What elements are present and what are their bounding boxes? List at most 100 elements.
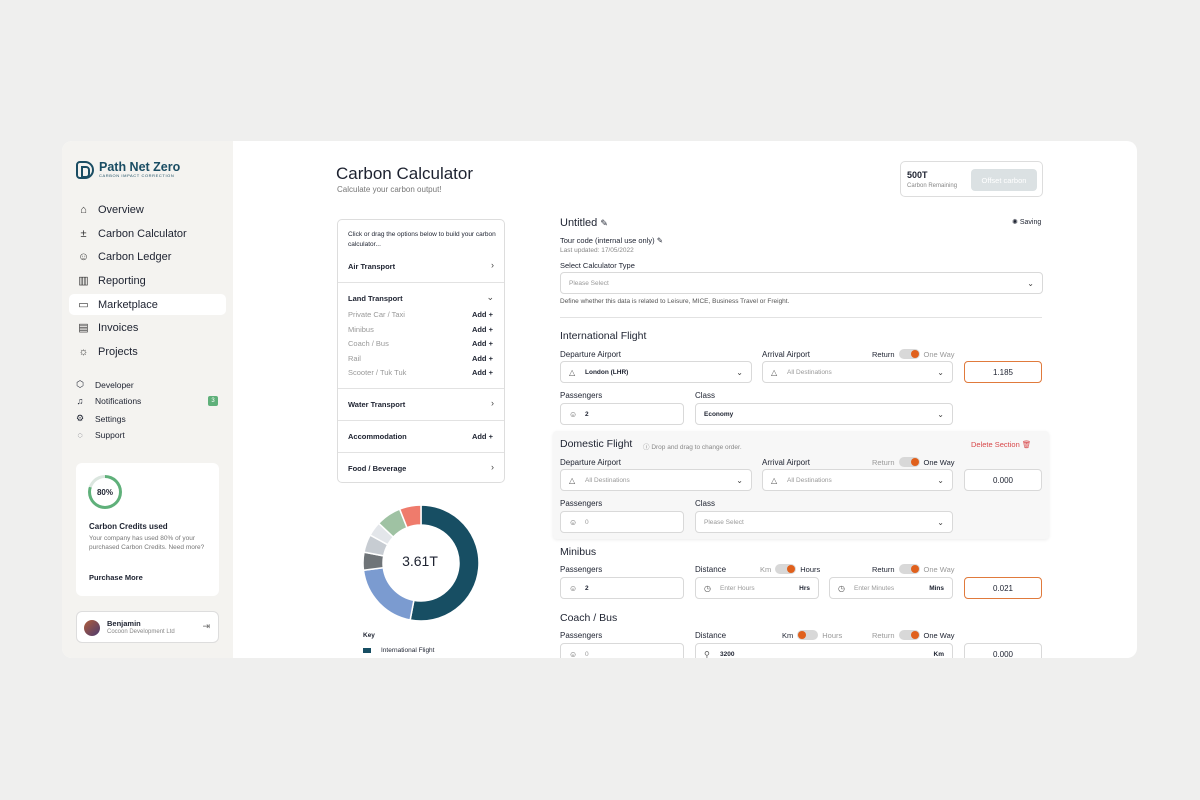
- nav-overview[interactable]: ⌂ Overview: [69, 199, 226, 220]
- mins-unit: Mins: [929, 584, 944, 592]
- intl-passengers-input[interactable]: ☺ 2: [560, 403, 684, 425]
- add-scooter-button[interactable]: Add +: [471, 368, 493, 377]
- toggle-switch[interactable]: [775, 564, 797, 574]
- chevron-right-icon[interactable]: ›: [491, 462, 494, 472]
- one-way-label: One Way: [923, 564, 955, 574]
- marketplace-icon: ▭: [78, 299, 89, 311]
- minibus-minutes-input[interactable]: ◷ Enter Minutes Mins: [829, 577, 953, 599]
- arrival-label: Arrival Airport: [762, 350, 811, 359]
- add-private-car-button[interactable]: Add +: [471, 310, 493, 319]
- key-label: International Flight: [381, 647, 435, 654]
- option-food-beverage[interactable]: Food / Beverage: [348, 464, 407, 473]
- calculator-type-help: Define whether this data is related to L…: [560, 298, 790, 305]
- hours-label: Hours: [822, 630, 843, 640]
- spinner-icon: ✺: [1012, 219, 1018, 226]
- notification-badge: 3: [208, 396, 218, 406]
- chevron-down-icon: ⌄: [937, 517, 944, 527]
- minibus-unit-toggle[interactable]: Km Hours: [760, 564, 820, 574]
- domestic-arrival-select[interactable]: △ All Destinations ⌄: [762, 469, 953, 491]
- coach-distance-input[interactable]: ⚲ 3200 Km: [695, 643, 953, 658]
- coach-unit-toggle[interactable]: Km Hours: [782, 630, 842, 640]
- chevron-down-icon: ⌄: [937, 367, 944, 377]
- add-coach-button[interactable]: Add +: [471, 339, 493, 348]
- domestic-trip-toggle[interactable]: Return One Way: [872, 457, 955, 467]
- add-rail-button[interactable]: Add +: [471, 354, 493, 363]
- purchase-more-link[interactable]: Purchase More: [89, 573, 143, 582]
- edit-icon[interactable]: ✎: [656, 236, 664, 245]
- tour-code-label[interactable]: Tour code (internal use only) ✎: [560, 236, 663, 245]
- toggle-switch[interactable]: [797, 630, 819, 640]
- chart-key-item: International Flight: [363, 647, 434, 654]
- nav-marketplace[interactable]: ▭ Marketplace: [69, 294, 226, 315]
- km-label: Km: [760, 564, 772, 574]
- divider: [338, 420, 504, 421]
- user-company: Cocoon Development Ltd: [107, 629, 175, 635]
- nav-settings[interactable]: ⚙ Settings: [75, 413, 126, 424]
- toggle-switch[interactable]: [898, 630, 920, 640]
- clock-icon: ◷: [704, 583, 711, 593]
- subnav-label: Settings: [95, 413, 126, 424]
- toggle-switch[interactable]: [898, 457, 920, 467]
- passengers-value: 2: [585, 584, 589, 592]
- divider: [338, 282, 504, 283]
- section-minibus: Minibus: [560, 546, 597, 558]
- minibus-hours-input[interactable]: ◷ Enter Hours Hrs: [695, 577, 819, 599]
- coach-trip-toggle[interactable]: Return One Way: [872, 630, 955, 640]
- offset-carbon-button[interactable]: Offset carbon: [971, 169, 1037, 191]
- nav-developer[interactable]: ⬡ Developer: [75, 379, 134, 390]
- delete-section-button[interactable]: Delete Section 🗑: [971, 440, 1031, 449]
- intl-trip-toggle[interactable]: Return One Way: [872, 349, 955, 359]
- key-swatch: [363, 648, 371, 653]
- bar-chart-icon: ▥: [78, 275, 89, 287]
- nav-invoices[interactable]: ▤ Invoices: [69, 317, 226, 338]
- minibus-trip-toggle[interactable]: Return One Way: [872, 564, 955, 574]
- donut-slice-6: [398, 504, 422, 529]
- domestic-departure-select[interactable]: △ All Destinations ⌄: [560, 469, 752, 491]
- option-air-transport[interactable]: Air Transport: [348, 262, 396, 271]
- user-card[interactable]: Benjamin Cocoon Development Ltd ⇥: [76, 611, 219, 643]
- intl-departure-select[interactable]: △ London (LHR) ⌄: [560, 361, 752, 383]
- calculator-icon: ±: [80, 227, 87, 240]
- nav-label: Invoices: [98, 321, 139, 334]
- nav-support[interactable]: ◌ Support: [75, 430, 124, 440]
- person-icon: ☺: [569, 649, 578, 659]
- toggle-switch[interactable]: [898, 349, 920, 359]
- nav-label: Carbon Ledger: [98, 250, 172, 263]
- chevron-right-icon[interactable]: ›: [491, 260, 494, 270]
- credits-card: 80% Carbon Credits used Your company has…: [76, 463, 219, 596]
- add-label: Add: [471, 354, 487, 363]
- option-land-transport[interactable]: Land Transport: [348, 294, 403, 303]
- domestic-class-select[interactable]: Please Select ⌄: [695, 511, 953, 533]
- nav-reporting[interactable]: ▥ Reporting: [69, 270, 226, 291]
- nav-label: Overview: [98, 203, 144, 216]
- logo[interactable]: Path Net Zero CARBON IMPACT CORRECTION: [76, 161, 180, 179]
- edit-icon[interactable]: ✎: [600, 218, 608, 228]
- intl-arrival-select[interactable]: △ All Destinations ⌄: [762, 361, 953, 383]
- route-icon: ⚲: [704, 649, 710, 659]
- arrival-placeholder: All Destinations: [787, 476, 832, 484]
- option-water-transport[interactable]: Water Transport: [348, 400, 406, 409]
- divider: [560, 317, 1042, 318]
- calculator-type-select[interactable]: Please Select ⌄: [560, 272, 1043, 294]
- toggle-switch[interactable]: [898, 564, 920, 574]
- saving-text: Saving: [1019, 219, 1042, 226]
- chevron-right-icon[interactable]: ›: [491, 398, 494, 408]
- calculator-title[interactable]: Untitled ✎: [560, 217, 608, 229]
- domestic-passengers-input[interactable]: ☺ 0: [560, 511, 684, 533]
- nav-projects[interactable]: ☼ Projects: [69, 341, 226, 362]
- logout-icon[interactable]: ⇥: [202, 621, 210, 631]
- chevron-down-icon[interactable]: ⌄: [486, 292, 494, 302]
- arrival-placeholder: All Destinations: [787, 368, 832, 376]
- intl-class-select[interactable]: Economy ⌄: [695, 403, 953, 425]
- nav-label: Marketplace: [98, 298, 158, 311]
- add-minibus-button[interactable]: Add +: [471, 325, 493, 334]
- chevron-down-icon: ⌄: [937, 475, 944, 485]
- nav-label: Projects: [98, 345, 138, 358]
- nav-notifications[interactable]: ♫ Notifications: [75, 396, 142, 406]
- coach-passengers-input[interactable]: ☺ 0: [560, 643, 684, 658]
- passengers-label: Passengers: [560, 499, 603, 508]
- minibus-passengers-input[interactable]: ☺ 2: [560, 577, 684, 599]
- nav-carbon-calculator[interactable]: ± Carbon Calculator: [69, 223, 226, 244]
- add-accommodation-button[interactable]: Add +: [471, 432, 493, 441]
- nav-carbon-ledger[interactable]: ☺ Carbon Ledger: [69, 246, 226, 267]
